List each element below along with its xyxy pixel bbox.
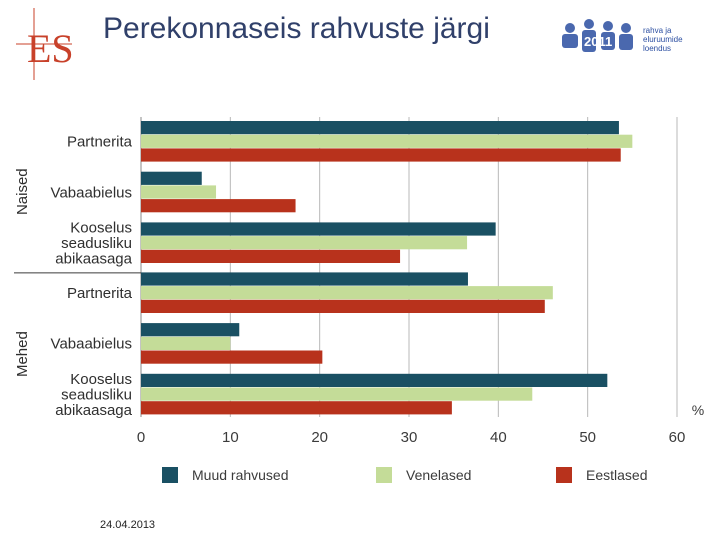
x-tick-label: 30 — [401, 429, 418, 446]
page-title: Perekonnaseis rahvuste järgi — [103, 12, 490, 45]
census-logo-text: rahva ja eluruumide loendus — [643, 26, 683, 53]
census-logo-icon: 2011 — [562, 19, 633, 52]
x-tick-label: 10 — [222, 429, 239, 446]
bar — [141, 199, 296, 213]
es-logo-text: ES — [27, 26, 72, 71]
legend-item-eestlased: Eestlased — [556, 466, 647, 484]
bar — [141, 134, 633, 148]
x-tick-label: 20 — [311, 429, 328, 446]
category-label: seadusliku — [61, 386, 132, 403]
bar — [141, 185, 217, 199]
bar — [141, 387, 533, 401]
category-label: Partnerita — [67, 134, 133, 151]
category-label: Vabaabielus — [51, 336, 132, 353]
legend-label: Venelased — [406, 467, 472, 483]
group-label: Mehed — [14, 331, 31, 377]
legend-swatch — [376, 467, 392, 483]
bar — [141, 299, 545, 313]
category-label: abikaasaga — [55, 402, 132, 419]
bar — [141, 249, 401, 263]
x-tick-label: 0 — [137, 429, 145, 446]
bar — [141, 323, 240, 337]
bar — [141, 373, 608, 387]
bar — [141, 121, 619, 135]
bar — [141, 350, 323, 364]
legend-label: Muud rahvused — [192, 467, 289, 483]
date-label: 24.04.2013 — [100, 519, 156, 531]
x-axis-unit: % — [692, 402, 704, 418]
group-label: Naised — [14, 168, 31, 215]
census-logo-digits: 2011 — [584, 34, 612, 49]
legend-swatch — [162, 467, 178, 483]
bar — [141, 171, 202, 185]
category-label: Kooselus — [70, 219, 132, 236]
bar — [141, 222, 496, 236]
legend-label: Eestlased — [586, 467, 648, 483]
category-label: Kooselus — [70, 371, 132, 388]
legend-item-muud: Muud rahvused — [162, 466, 289, 484]
bar — [141, 401, 452, 415]
bar — [141, 148, 621, 162]
category-label: Partnerita — [67, 285, 133, 302]
x-tick-label: 50 — [579, 429, 596, 446]
category-label: abikaasaga — [55, 250, 132, 267]
es-logo-icon: ES — [16, 8, 72, 80]
bar — [141, 272, 468, 286]
bar — [141, 336, 231, 350]
legend-swatch — [556, 467, 572, 483]
x-tick-label: 40 — [490, 429, 507, 446]
bar — [141, 286, 553, 300]
category-label: seadusliku — [61, 235, 132, 252]
bar — [141, 236, 468, 250]
x-tick-label: 60 — [669, 429, 686, 446]
category-label: Vabaabielus — [51, 184, 132, 201]
legend-item-venelased: Venelased — [376, 466, 471, 484]
